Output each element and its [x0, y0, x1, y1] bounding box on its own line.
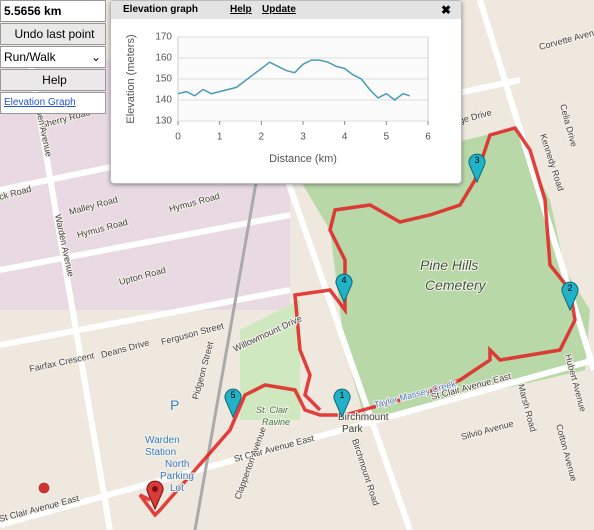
marker[interactable] — [561, 281, 579, 312]
hospital-icon — [37, 481, 51, 495]
elevation-chart: 130 140 150 160 170 0 1 2 3 4 5 6 Distance (km) Eleva… — [125, 32, 431, 165]
station-label: Lot — [170, 483, 184, 494]
station-label: Parking — [160, 471, 194, 482]
help-button[interactable]: Help — [0, 69, 106, 91]
close-button[interactable]: ✖ — [440, 3, 451, 17]
station-label: Warden — [145, 435, 180, 446]
cemetery — [300, 128, 590, 420]
park-label: St. Clair — [256, 405, 289, 415]
start-marker[interactable] — [146, 480, 164, 511]
y-tick-label: 140 — [155, 95, 172, 106]
marker-label: 2 — [567, 283, 572, 293]
park-label: Park — [342, 424, 364, 435]
marker[interactable] — [468, 153, 486, 184]
marker[interactable] — [333, 388, 351, 419]
y-tick-label: 170 — [155, 32, 172, 43]
park-label: Birchmount — [338, 412, 389, 423]
select-arrow: ⌄ — [90, 50, 101, 64]
park-label: Ravine — [262, 417, 290, 427]
markers: 1 2 3 4 5 — [37, 153, 579, 511]
y-axis-label: Elevation (meters) — [125, 34, 137, 123]
control-panel: 5.5656 km Undo last point Run/Walk ⌄ Help… — [0, 0, 106, 115]
station-label: North — [165, 459, 189, 470]
x-tick-label: 0 — [175, 132, 181, 143]
y-tick-label: 130 — [155, 116, 172, 127]
marker[interactable] — [224, 388, 242, 419]
elevation-link[interactable]: Elevation Graph — [0, 92, 106, 114]
x-tick-label: 6 — [425, 132, 431, 143]
elevation-line — [177, 59, 410, 101]
x-tick-label: 1 — [217, 132, 223, 143]
popup-title: Elevation graph — [123, 4, 199, 15]
marker-label: 5 — [230, 390, 235, 400]
start-dot — [152, 486, 158, 492]
x-tick-label: 3 — [300, 132, 306, 143]
mode-value: Run/Walk — [4, 50, 56, 64]
elevation-popup: Elevation graph Help Update ✖ 130 140 150 1… — [110, 0, 462, 184]
station-label: Station — [145, 447, 176, 458]
x-tick-label: 4 — [342, 132, 348, 143]
y-tick-label: 160 — [155, 53, 172, 64]
marker-label: 3 — [474, 155, 479, 165]
x-tick-label: 2 — [259, 132, 265, 143]
marker[interactable] — [335, 273, 353, 304]
popup-header: Elevation graph Help Update ✖ — [111, 1, 461, 19]
undo-button[interactable]: Undo last point — [0, 23, 106, 45]
distance: 5.5656 km — [0, 0, 106, 22]
update-link[interactable]: Update — [262, 4, 296, 15]
x-tick-label: 5 — [384, 132, 390, 143]
railway — [193, 159, 262, 530]
y-tick-label: 150 — [155, 74, 172, 85]
marker-label: 4 — [341, 275, 346, 285]
cemetery-label: Cemetery — [425, 277, 487, 293]
x-axis-label: Distance (km) — [269, 153, 337, 165]
cemetery-label: Pine Hills — [420, 257, 478, 273]
help-link[interactable]: Help — [230, 4, 252, 15]
marker-label: 1 — [339, 390, 344, 400]
parking-label: P — [170, 397, 179, 413]
mode-select[interactable]: Run/Walk ⌄ — [0, 46, 106, 68]
